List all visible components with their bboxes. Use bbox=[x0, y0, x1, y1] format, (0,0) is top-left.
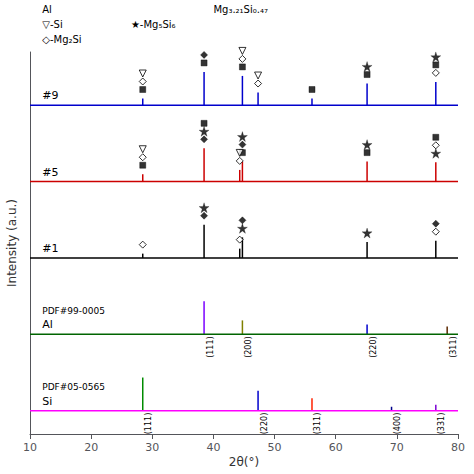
svg-text:(220): (220) bbox=[369, 336, 378, 358]
svg-text:50: 50 bbox=[268, 441, 282, 454]
svg-text:Intensity (a.u.): Intensity (a.u.) bbox=[5, 199, 19, 287]
svg-text:60: 60 bbox=[329, 441, 343, 454]
svg-text:◇-Mg₂Si: ◇-Mg₂Si bbox=[42, 34, 81, 45]
svg-text:20: 20 bbox=[84, 441, 98, 454]
svg-text:PDF#05-0565: PDF#05-0565 bbox=[42, 382, 105, 392]
svg-text:(311): (311) bbox=[449, 336, 458, 358]
svg-text:★-Mg₅Si₆: ★-Mg₅Si₆ bbox=[131, 19, 176, 30]
svg-text:40: 40 bbox=[206, 441, 220, 454]
svg-text:30: 30 bbox=[145, 441, 159, 454]
svg-text:#5: #5 bbox=[42, 166, 58, 179]
svg-text:#1: #1 bbox=[42, 242, 58, 255]
svg-text:70: 70 bbox=[390, 441, 404, 454]
svg-text:(220): (220) bbox=[260, 413, 269, 435]
svg-text:10: 10 bbox=[23, 441, 37, 454]
svg-text:Al: Al bbox=[42, 318, 53, 331]
svg-text:(311): (311) bbox=[313, 413, 322, 435]
svg-text:(111): (111) bbox=[206, 336, 215, 358]
svg-text:Si: Si bbox=[42, 395, 52, 408]
svg-text:(331): (331) bbox=[437, 413, 446, 435]
svg-text:Al: Al bbox=[42, 4, 52, 15]
svg-text:80: 80 bbox=[451, 441, 465, 454]
svg-text:▽-Si: ▽-Si bbox=[42, 19, 62, 30]
svg-text:(200): (200) bbox=[244, 336, 253, 358]
svg-text:Mg₃.₂₁Si₀.₄₇: Mg₃.₂₁Si₀.₄₇ bbox=[213, 4, 268, 15]
svg-text:(111): (111) bbox=[144, 413, 153, 435]
svg-text:#9: #9 bbox=[42, 89, 58, 102]
svg-text:(400): (400) bbox=[393, 413, 402, 435]
svg-text:PDF#99-0005: PDF#99-0005 bbox=[42, 306, 105, 316]
svg-text:2θ(°): 2θ(°) bbox=[229, 455, 259, 469]
